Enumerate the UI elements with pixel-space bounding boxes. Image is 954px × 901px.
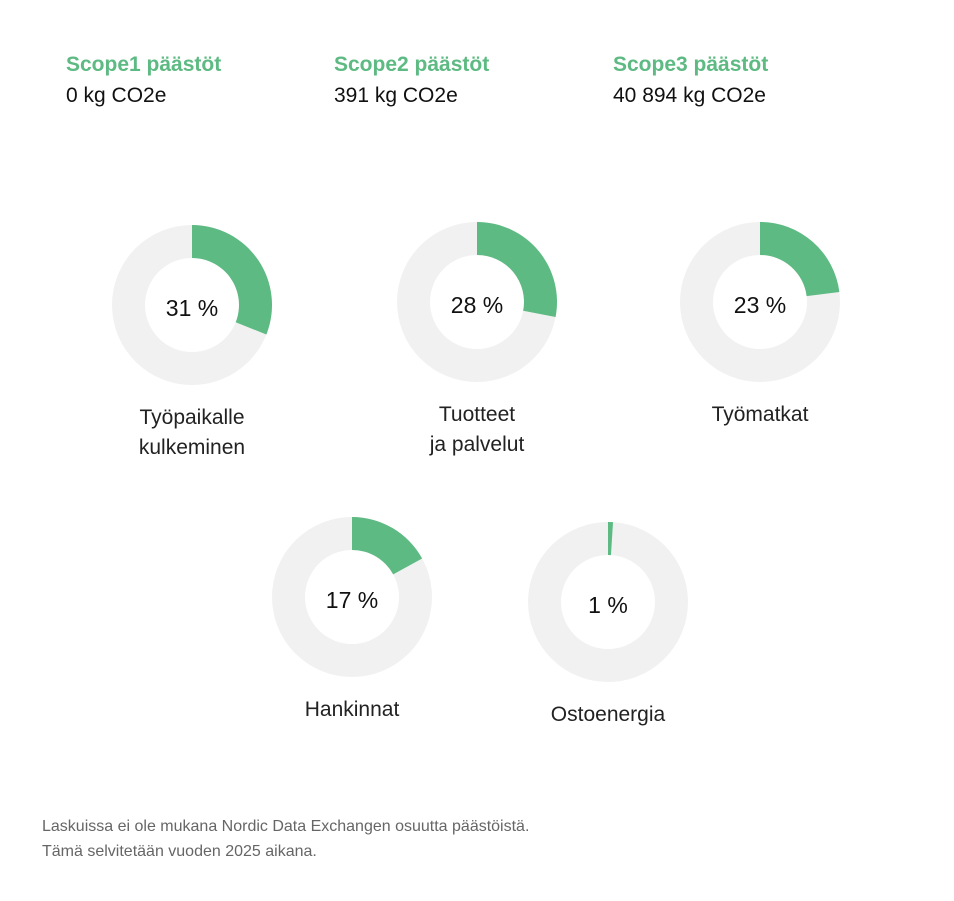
donut-percent: 23 % [733, 292, 787, 318]
scope2-value: 391 kg CO2e [334, 84, 458, 107]
donut-chart: 23 % Työmatkat [675, 222, 845, 430]
donut-label: Työpaikalle kulkeminen [138, 406, 246, 459]
scope2-title: Scope2 päästöt [334, 53, 490, 76]
donut-percent: 1 % [588, 592, 628, 618]
donut-chart: 28 % Tuotteet ja palvelut [392, 222, 562, 460]
donut-chart: 1 % Ostoenergia [523, 522, 693, 730]
donut-segment [192, 225, 272, 335]
scope1-stat: Scope1 päästöt 0 kg CO2e [66, 52, 221, 109]
donut-label: Ostoenergia [550, 703, 666, 726]
donut-chart: 17 % Hankinnat [267, 517, 437, 725]
donut-segment [352, 517, 423, 575]
donut-label: Työmatkat [711, 403, 809, 426]
donut-percent: 17 % [325, 587, 379, 613]
donut-percent: 31 % [165, 295, 219, 321]
donut-segment [608, 522, 614, 556]
scope1-title: Scope1 päästöt [66, 53, 222, 76]
footnote: Laskuissa ei ole mukana Nordic Data Exch… [42, 818, 530, 860]
donut-segment [760, 222, 840, 297]
scope2-stat: Scope2 päästöt 391 kg CO2e [334, 52, 489, 109]
donut-percent: 28 % [450, 292, 504, 318]
donut-segment [477, 222, 557, 317]
scope3-title: Scope3 päästöt [613, 53, 769, 76]
scope3-stat: Scope3 päästöt 40 894 kg CO2e [613, 52, 768, 109]
scope1-value: 0 kg CO2e [66, 84, 167, 107]
donut-label: Hankinnat [304, 698, 400, 721]
donut-chart: 31 % Työpaikalle kulkeminen [107, 225, 277, 463]
scope3-value: 40 894 kg CO2e [613, 84, 766, 107]
donut-label: Tuotteet ja palvelut [429, 403, 525, 456]
